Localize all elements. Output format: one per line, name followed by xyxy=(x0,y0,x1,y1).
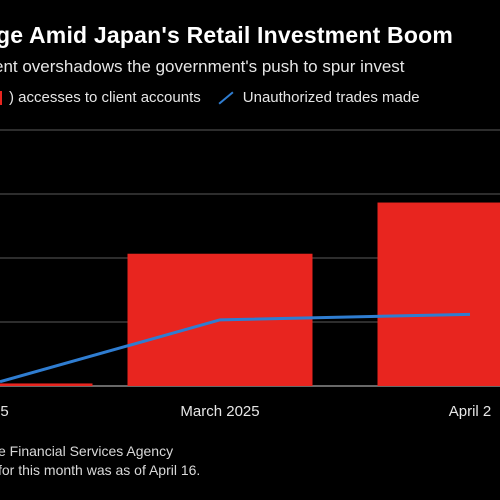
x-axis-tick-labels: 25 March 2025 April 2 xyxy=(0,403,491,420)
x-tick-label-2: April 2 xyxy=(449,403,492,420)
source-note: e Financial Services Agency xyxy=(0,443,174,459)
legend-item-accesses: ) accesses to client accounts xyxy=(0,89,201,106)
bar-0 xyxy=(0,383,93,386)
legend-label-trades: Unauthorized trades made xyxy=(242,89,420,106)
line-series xyxy=(0,312,471,384)
chart-legend: ) accesses to client accounts Unauthoriz… xyxy=(0,89,436,106)
chart-subtitle: ent overshadows the government's push to… xyxy=(0,57,405,76)
footnote: for this month was as of April 16. xyxy=(0,462,201,478)
x-tick-label-1: March 2025 xyxy=(180,403,259,420)
x-tick-label-0: 25 xyxy=(0,403,9,420)
legend-item-trades: Unauthorized trades made xyxy=(217,89,420,106)
bar-2 xyxy=(377,202,500,386)
chart-title: ge Amid Japan's Retail Investment Boom xyxy=(0,22,453,48)
legend-swatch-accesses xyxy=(0,90,2,105)
legend-label-accesses: ) accesses to client accounts xyxy=(9,89,201,106)
bar-series xyxy=(0,202,500,386)
trades-line xyxy=(0,312,471,384)
